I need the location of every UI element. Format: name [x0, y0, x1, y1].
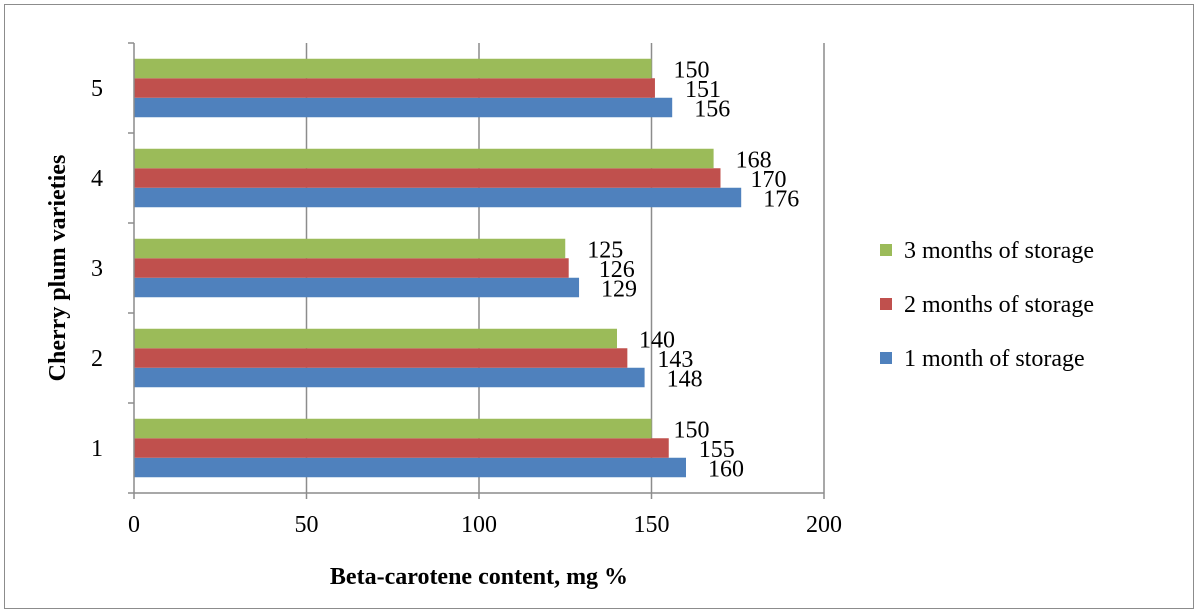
bar	[134, 238, 566, 259]
x-tick-label: 50	[295, 512, 319, 538]
data-label: 125	[587, 238, 623, 264]
data-label: 150	[674, 58, 710, 84]
legend-label: 2 months of storage	[904, 292, 1094, 318]
data-label: 148	[667, 367, 703, 393]
bar	[134, 97, 673, 118]
bar	[134, 187, 742, 208]
data-label: 160	[708, 457, 744, 483]
y-tick-label: 2	[91, 346, 103, 372]
legend-swatch	[880, 244, 892, 256]
x-tick-label: 150	[634, 512, 670, 538]
data-label: 143	[657, 347, 693, 373]
data-label: 176	[763, 187, 799, 213]
x-tick-label: 100	[461, 512, 497, 538]
bar	[134, 457, 686, 478]
data-label: 155	[699, 437, 735, 463]
legend-label: 3 months of storage	[904, 238, 1094, 264]
bar	[134, 367, 645, 388]
x-tick-label: 0	[128, 512, 140, 538]
legend-swatch	[880, 298, 892, 310]
bar	[134, 328, 617, 349]
data-label: 170	[751, 167, 787, 193]
bar	[134, 148, 714, 169]
data-label: 140	[639, 328, 675, 354]
y-axis-title: Cherry plum varieties	[45, 155, 71, 382]
y-tick-label: 1	[91, 436, 103, 462]
legend-swatch	[880, 352, 892, 364]
bar	[134, 258, 569, 278]
y-tick-label: 4	[91, 166, 103, 192]
data-labels: 1601551501481431401291261251761701681561…	[587, 58, 799, 483]
legend-label: 1 month of storage	[904, 346, 1085, 372]
bar	[134, 78, 655, 98]
data-label: 129	[601, 277, 637, 303]
data-label: 150	[674, 418, 710, 444]
y-tick-label: 5	[91, 76, 103, 102]
bars	[134, 58, 742, 478]
bar	[134, 168, 721, 188]
x-axis-title: Beta-carotene content, mg %	[330, 564, 628, 590]
data-label: 156	[694, 97, 730, 123]
y-tick-label: 3	[91, 256, 103, 282]
bar	[134, 348, 628, 368]
data-label: 151	[685, 77, 721, 103]
data-label: 168	[736, 148, 772, 174]
bar	[134, 418, 652, 439]
legend: 3 months of storage 2 months of storage 1 …	[880, 238, 1094, 372]
bar	[134, 58, 652, 79]
bar	[134, 438, 669, 458]
bar	[134, 277, 580, 298]
x-tick-label: 200	[806, 512, 842, 538]
data-label: 126	[599, 257, 635, 283]
axes: 0 50 100 150 200 1 2 3 4 5	[91, 42, 842, 538]
